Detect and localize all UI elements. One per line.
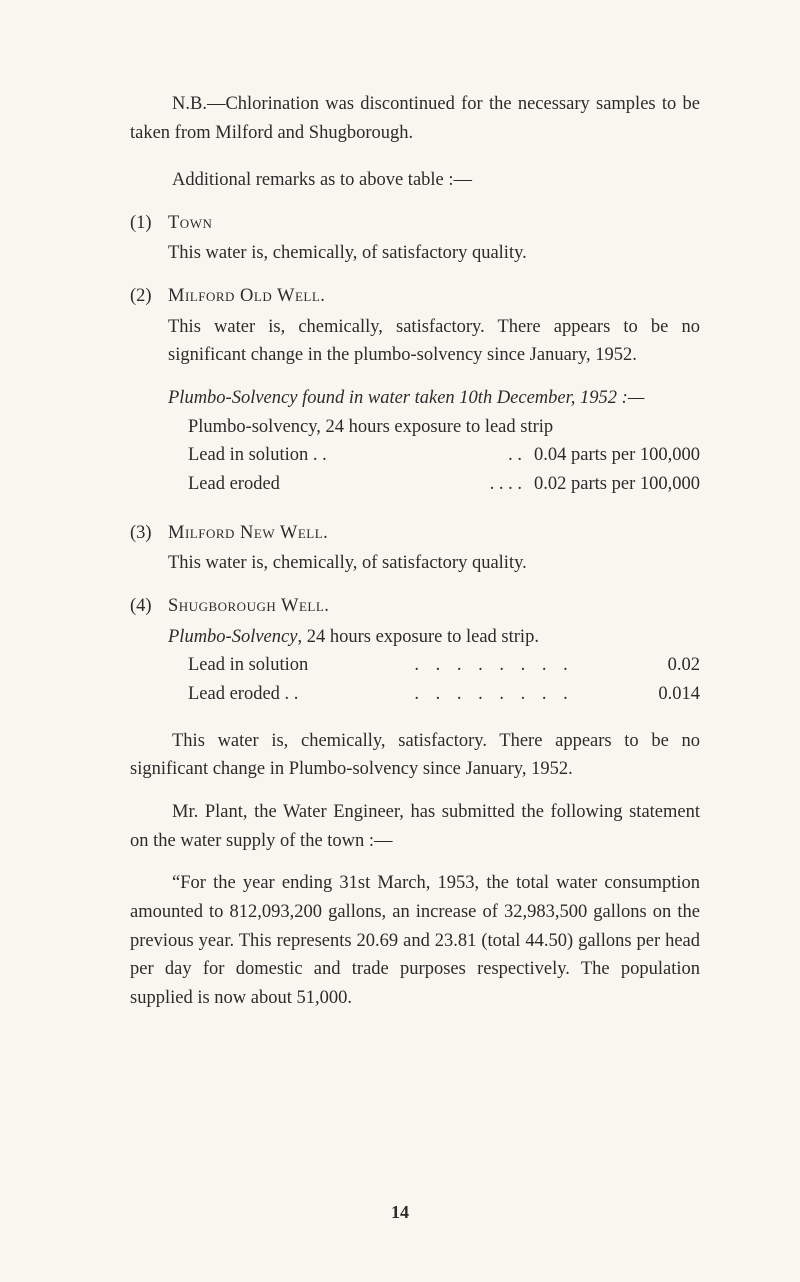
item-4: (4) Shugborough Well. Plumbo-Solvency, 2… (130, 592, 700, 709)
lead-eroded-dots: . . . . (478, 470, 534, 499)
item-3-heading: Milford New Well. (168, 519, 700, 548)
item-4-lead-solution-label: Lead in solution (188, 651, 358, 680)
item-3-body: This water is, chemically, of satisfacto… (168, 549, 700, 578)
item-4-lead-solution-row: Lead in solution . . . . . . . . 0.02 (168, 651, 700, 680)
item-4-lead-eroded-value: 0.014 (630, 680, 700, 709)
item-1-heading: Town (168, 209, 700, 238)
item-1-body: This water is, chemically, of satisfacto… (168, 239, 700, 268)
item-4-content: Shugborough Well. Plumbo-Solvency, 24 ho… (168, 592, 700, 709)
additional-remarks: Additional remarks as to above table :— (172, 166, 700, 195)
lead-eroded-value: 0.02 parts per 100,000 (534, 470, 700, 499)
lead-eroded-label: Lead eroded (188, 470, 478, 499)
lead-solution-label: Lead in solution . . (188, 441, 496, 470)
item-2-content: Milford Old Well. This water is, chemica… (168, 282, 700, 499)
item-4-ps-line: Plumbo-Solvency, 24 hours exposure to le… (168, 623, 700, 652)
item-4-lead-eroded-row: Lead eroded . . . . . . . . . . 0.014 (168, 680, 700, 709)
item-3: (3) Milford New Well. This water is, che… (130, 519, 700, 578)
item-4-ps-italic: Plumbo-Solvency (168, 627, 297, 647)
item-4-lead-solution-dots: . . . . . . . . (358, 651, 630, 680)
closing-paragraph-1: This water is, chemically, satisfactory.… (130, 727, 700, 784)
item-4-lead-eroded-dots: . . . . . . . . (358, 680, 630, 709)
item-2: (2) Milford Old Well. This water is, che… (130, 282, 700, 499)
item-2-body: This water is, chemically, satisfactory.… (168, 313, 700, 370)
item-4-ps-rest: , 24 hours exposure to lead strip. (297, 627, 539, 647)
item-2-lead-eroded-row: Lead eroded . . . . 0.02 parts per 100,0… (168, 470, 700, 499)
item-1-content: Town This water is, chemically, of satis… (168, 209, 700, 268)
item-4-lead-eroded-label: Lead eroded . . (188, 680, 358, 709)
item-1: (1) Town This water is, chemically, of s… (130, 209, 700, 268)
item-2-number: (2) (130, 282, 168, 499)
item-4-lead-solution-value: 0.02 (630, 651, 700, 680)
item-1-number: (1) (130, 209, 168, 268)
lead-solution-value: 0.04 parts per 100,000 (534, 441, 700, 470)
item-3-content: Milford New Well. This water is, chemica… (168, 519, 700, 578)
for-the-year-paragraph: “For the year ending 31st March, 1953, t… (130, 869, 700, 1012)
item-4-heading: Shugborough Well. (168, 592, 700, 621)
document-page: N.B.—Chlorination was discontinued for t… (0, 0, 800, 1282)
item-2-exposure-line: Plumbo-solvency, 24 hours exposure to le… (168, 413, 700, 442)
item-4-number: (4) (130, 592, 168, 709)
item-2-heading: Milford Old Well. (168, 282, 700, 311)
item-3-number: (3) (130, 519, 168, 578)
item-2-ps-title: Plumbo-Solvency found in water taken 10t… (168, 384, 700, 413)
nb-paragraph: N.B.—Chlorination was discontinued for t… (130, 90, 700, 147)
lead-solution-dots: . . (496, 441, 534, 470)
page-number: 14 (0, 1199, 800, 1227)
mr-plant-paragraph: Mr. Plant, the Water Engineer, has submi… (130, 798, 700, 855)
item-2-lead-solution-row: Lead in solution . . . . 0.04 parts per … (168, 441, 700, 470)
